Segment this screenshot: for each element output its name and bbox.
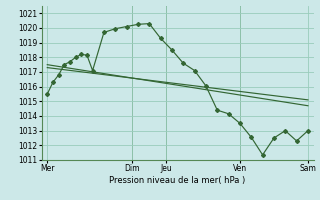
X-axis label: Pression niveau de la mer( hPa ): Pression niveau de la mer( hPa ) [109,176,246,185]
